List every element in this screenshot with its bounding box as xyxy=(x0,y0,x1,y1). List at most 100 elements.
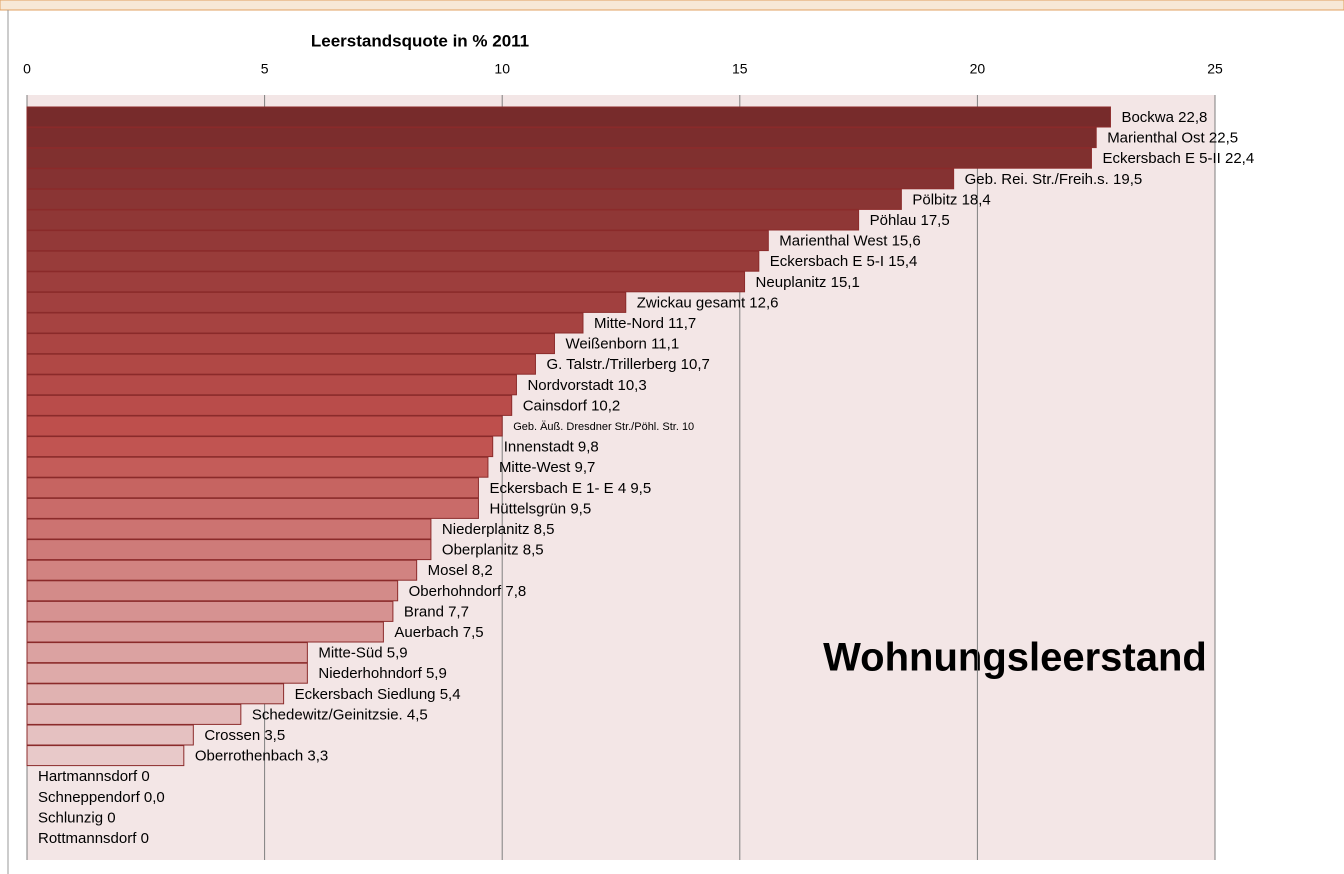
value-label: 11,1 xyxy=(651,336,679,353)
data-label: Schlunzig 0 xyxy=(38,809,116,826)
value-label: 7,5 xyxy=(463,624,484,641)
category-label: Schedewitz/Geinitzsie. xyxy=(252,706,403,723)
bar xyxy=(26,436,494,458)
value-label: 7,7 xyxy=(448,603,469,620)
value-label: 22,8 xyxy=(1178,109,1207,126)
x-tick-label: 10 xyxy=(494,61,510,77)
data-label: Oberrothenbach 3,3 xyxy=(195,748,328,765)
bar xyxy=(26,518,432,540)
data-label: Pöhlau 17,5 xyxy=(870,212,950,229)
value-label: 3,5 xyxy=(264,727,285,744)
category-label: Niederhohndorf xyxy=(318,665,422,682)
data-label: Schneppendorf 0,0 xyxy=(38,789,165,806)
bar xyxy=(26,683,285,705)
category-label: Geb. Rei. Str./Freih.s. xyxy=(965,171,1109,188)
data-label: Niederhohndorf 5,9 xyxy=(318,665,446,682)
value-label: 18,4 xyxy=(962,191,991,208)
bar xyxy=(26,600,394,622)
category-label: Nordvorstadt xyxy=(527,377,614,394)
data-label: Marienthal West 15,6 xyxy=(779,233,920,250)
bar xyxy=(26,168,955,190)
data-label: Mitte-West 9,7 xyxy=(499,459,595,476)
data-label: Zwickau gesamt 12,6 xyxy=(637,294,779,311)
category-label: Eckersbach E 1- E 4 xyxy=(489,480,626,497)
bar xyxy=(26,250,760,272)
category-label: G. Talstr./Trillerberg xyxy=(546,356,676,373)
x-tick-label: 25 xyxy=(1207,61,1223,77)
bar xyxy=(26,724,194,746)
data-label: Eckersbach Siedlung 5,4 xyxy=(295,686,461,703)
annotation: Wohnungsleerstand xyxy=(823,636,1207,680)
category-label: Eckersbach E 5-I xyxy=(770,253,884,270)
category-label: Schneppendorf xyxy=(38,789,141,806)
value-label: 9,5 xyxy=(570,500,591,517)
bar xyxy=(26,147,1092,169)
data-label: Neuplanitz 15,1 xyxy=(756,274,860,291)
bar xyxy=(26,621,384,643)
category-label: Weißenborn xyxy=(565,336,646,353)
category-label: Auerbach xyxy=(394,624,458,641)
data-label: Innenstadt 9,8 xyxy=(504,439,599,456)
bar xyxy=(26,106,1111,128)
category-label: Bockwa xyxy=(1121,109,1174,126)
category-label: Hartmannsdorf xyxy=(38,768,138,785)
bar xyxy=(26,230,769,252)
data-label: G. Talstr./Trillerberg 10,7 xyxy=(546,356,709,373)
bar xyxy=(26,580,399,602)
value-label: 17,5 xyxy=(920,212,949,229)
value-label: 3,3 xyxy=(307,748,328,765)
data-label: Pölbitz 18,4 xyxy=(912,191,990,208)
bar xyxy=(26,539,432,561)
category-label: Pöhlau xyxy=(870,212,917,229)
category-label: Geb. Äuß. Dresdner Str./Pöhl. Str. xyxy=(513,421,679,433)
bar xyxy=(26,456,489,478)
value-label: 8,5 xyxy=(523,542,544,559)
bar xyxy=(26,559,418,581)
bar xyxy=(26,188,902,210)
data-label: Geb. Äuß. Dresdner Str./Pöhl. Str. 10 xyxy=(513,421,694,433)
bar xyxy=(26,209,860,231)
bar xyxy=(26,703,242,725)
value-label: 0 xyxy=(141,830,149,847)
value-label: 0 xyxy=(107,809,115,826)
bar xyxy=(26,291,627,313)
data-label: Bockwa 22,8 xyxy=(1121,109,1207,126)
value-label: 7,8 xyxy=(505,583,526,600)
bar xyxy=(26,662,308,684)
category-label: Eckersbach E 5-II xyxy=(1102,150,1220,167)
category-label: Rottmannsdorf xyxy=(38,830,137,847)
data-label: Niederplanitz 8,5 xyxy=(442,521,555,538)
value-label: 9,8 xyxy=(578,439,599,456)
category-label: Eckersbach Siedlung xyxy=(295,686,436,703)
value-label: 22,4 xyxy=(1225,150,1254,167)
data-label: Schedewitz/Geinitzsie. 4,5 xyxy=(252,706,428,723)
category-label: Oberhohndorf xyxy=(409,583,502,600)
category-label: Pölbitz xyxy=(912,191,957,208)
data-label: Hartmannsdorf 0 xyxy=(38,768,150,785)
data-label: Hüttelsgrün 9,5 xyxy=(489,500,591,517)
chart-title: Leerstandsquote in % 2011 xyxy=(311,31,529,50)
value-label: 8,2 xyxy=(472,562,493,579)
bar xyxy=(26,394,513,416)
value-label: 15,4 xyxy=(888,253,917,270)
bar xyxy=(26,312,584,334)
category-label: Marienthal West xyxy=(779,233,888,250)
value-label: 11,7 xyxy=(668,315,696,332)
value-label: 19,5 xyxy=(1113,171,1142,188)
x-tick-label: 15 xyxy=(732,61,748,77)
data-label: Mitte-Süd 5,9 xyxy=(318,645,407,662)
data-label: Geb. Rei. Str./Freih.s. 19,5 xyxy=(965,171,1143,188)
x-tick-label: 20 xyxy=(970,61,986,77)
value-label: 10,2 xyxy=(591,397,620,414)
x-tick-label: 0 xyxy=(23,61,31,77)
category-label: Mitte-Süd xyxy=(318,645,382,662)
category-label: Oberplanitz xyxy=(442,542,519,559)
x-tick-label: 5 xyxy=(261,61,269,77)
bar xyxy=(26,415,503,437)
category-label: Hüttelsgrün xyxy=(489,500,566,517)
category-label: Neuplanitz xyxy=(756,274,827,291)
value-label: 8,5 xyxy=(534,521,555,538)
category-label: Brand xyxy=(404,603,444,620)
data-label: Eckersbach E 5-I 15,4 xyxy=(770,253,918,270)
data-label: Oberhohndorf 7,8 xyxy=(409,583,527,600)
